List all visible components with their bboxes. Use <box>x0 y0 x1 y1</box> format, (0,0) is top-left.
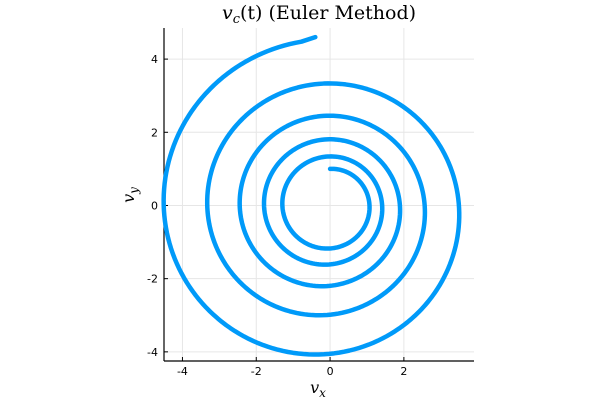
series-line <box>161 34 462 357</box>
x-tick-label: -2 <box>251 365 262 378</box>
ylabel-var: v <box>119 194 138 203</box>
y-tick-label: -2 <box>147 273 158 286</box>
x-tick-label: -4 <box>177 365 188 378</box>
y-ticks: -4 -2 0 2 4 <box>147 53 168 359</box>
y-axis-label: vy <box>119 187 141 203</box>
xlabel-var: v <box>310 378 319 397</box>
grid <box>164 28 474 361</box>
y-tick-label: 4 <box>151 53 158 66</box>
chart-title: vc(t) (Euler Method) <box>222 2 416 27</box>
y-tick-label: -4 <box>147 346 158 359</box>
x-axis-label: vx <box>310 378 326 400</box>
ylabel-sub: y <box>127 187 141 195</box>
y-tick-label: 2 <box>151 126 158 139</box>
y-tick-label: 0 <box>151 199 158 212</box>
x-tick-label: 0 <box>327 365 334 378</box>
x-tick-label: 2 <box>400 365 407 378</box>
x-ticks: -4 -2 0 2 <box>177 357 407 378</box>
title-rest: (t) (Euler Method) <box>240 2 416 24</box>
title-var: v <box>222 2 233 24</box>
xlabel-sub: x <box>319 386 326 400</box>
title-sub: c <box>233 12 241 27</box>
